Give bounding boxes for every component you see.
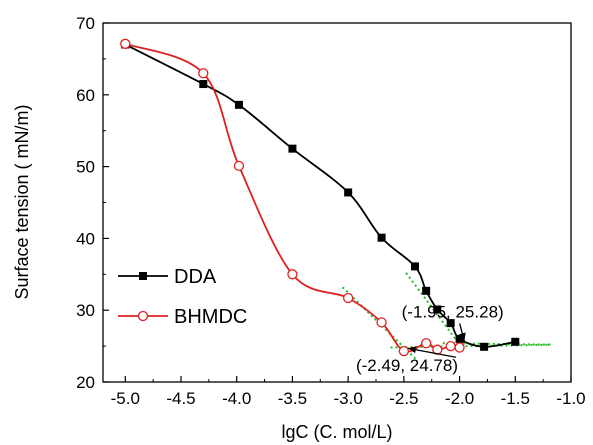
data-point-bhmdc xyxy=(398,345,410,357)
plot-frame xyxy=(102,22,572,383)
data-point-bhmdc xyxy=(233,160,245,172)
series-layer xyxy=(120,38,520,357)
x-tick-label: -5.0 xyxy=(111,389,140,408)
y-tick-label: 30 xyxy=(76,301,95,320)
data-point-bhmdc xyxy=(287,269,298,280)
y-tick-label: 20 xyxy=(76,373,95,392)
fit-line xyxy=(442,342,551,346)
data-point-dda xyxy=(433,305,442,314)
x-axis-ticks: -5.0 -4.5 -4.0 -3.5 -3.0 -2.5 -2.0 -1.5 -1.0 xyxy=(111,376,586,408)
legend-label-dda: DDA xyxy=(174,266,217,288)
x-tick-label: -1.5 xyxy=(501,389,530,408)
data-point-dda xyxy=(411,262,419,271)
y-axis-title: Surface tension ( mN/m) xyxy=(12,104,32,299)
legend: DDA BHMDC xyxy=(118,266,247,328)
x-tick-label: -3.0 xyxy=(333,389,362,408)
data-point-dda xyxy=(234,100,243,109)
annotation-arrow xyxy=(407,347,457,358)
y-tick-label: 40 xyxy=(76,229,95,248)
x-axis-title: lgC (C. mol/L) xyxy=(281,422,392,442)
data-point-dda xyxy=(480,342,489,351)
data-point-dda xyxy=(344,188,353,197)
x-tick-label: -2.5 xyxy=(389,389,418,408)
x-tick-label: -3.5 xyxy=(278,389,307,408)
annotation-label: (-1.95, 25.28) xyxy=(402,302,504,321)
data-point-bhmdc xyxy=(420,338,432,349)
data-point-dda xyxy=(199,80,208,89)
legend-marker-bhmdc xyxy=(137,310,149,322)
data-point-bhmdc xyxy=(376,317,387,328)
x-tick-label: -2.0 xyxy=(445,389,474,408)
data-point-dda xyxy=(446,319,455,328)
y-tick-label: 60 xyxy=(76,86,95,105)
annotations: (-1.95, 25.28) (-2.49, 24.78) xyxy=(356,302,504,375)
legend-label-bhmdc: BHMDC xyxy=(174,306,247,328)
annotation-label: (-2.49, 24.78) xyxy=(356,356,458,375)
x-tick-label: -4.5 xyxy=(166,389,195,408)
data-point-bhmdc xyxy=(445,340,456,352)
y-tick-label: 70 xyxy=(76,14,95,33)
x-tick-label: -1.0 xyxy=(556,389,585,408)
data-point-dda xyxy=(377,233,386,242)
x-tick-label: -4.0 xyxy=(222,389,251,408)
data-point-bhmdc xyxy=(198,68,209,79)
annotation-arrowhead xyxy=(458,332,466,342)
legend-marker-dda xyxy=(139,272,147,280)
data-point-dda xyxy=(422,286,431,295)
y-axis-ticks: 20 30 40 50 60 70 xyxy=(76,14,109,392)
data-point-bhmdc xyxy=(454,342,465,353)
data-point-bhmdc xyxy=(120,38,131,49)
data-point-dda xyxy=(455,334,464,343)
annotation-arrowhead xyxy=(407,346,417,354)
y-tick-label: 50 xyxy=(76,158,95,177)
data-point-dda xyxy=(511,337,520,346)
data-point-dda xyxy=(288,144,297,153)
data-point-bhmdc xyxy=(342,292,354,304)
